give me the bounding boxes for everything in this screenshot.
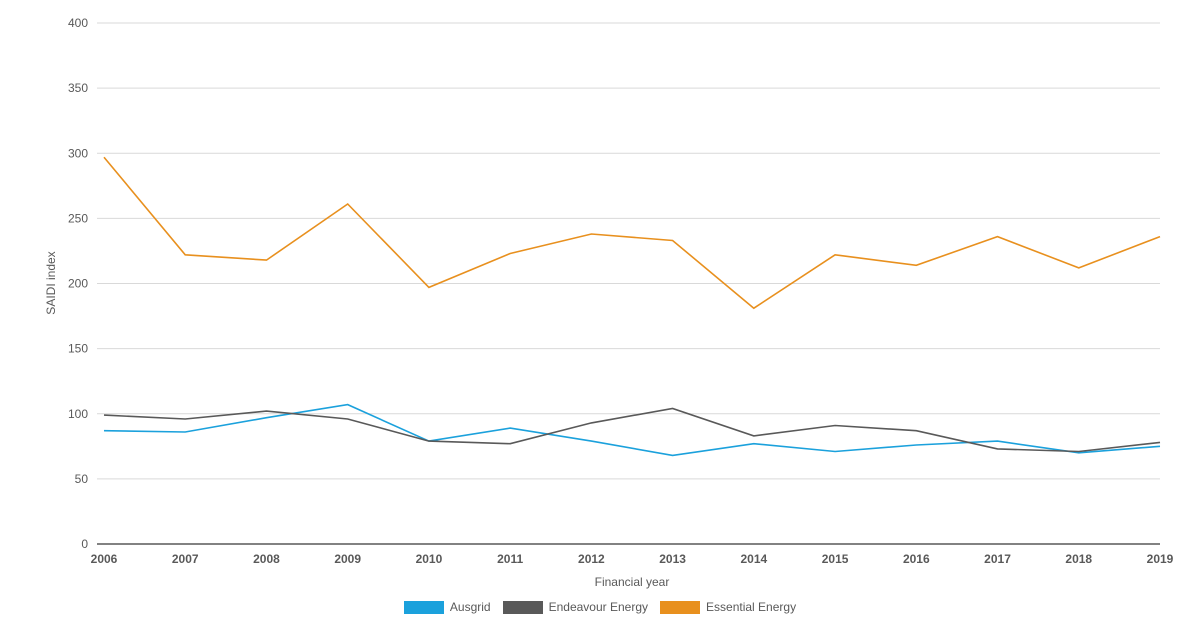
y-tick-label: 50 [75,472,89,486]
x-tick-label: 2017 [984,552,1011,566]
x-tick-label: 2019 [1147,552,1174,566]
y-tick-label: 300 [68,146,88,160]
legend-label: Endeavour Energy [548,600,649,614]
x-tick-label: 2010 [416,552,443,566]
x-tick-label: 2011 [497,552,523,566]
series-lines [103,156,1161,457]
legend-item: Endeavour Energy [502,600,649,614]
y-axis-label: SAIDI index [44,251,58,314]
legend: Ausgrid Endeavour Energy Essential Energy [0,600,1200,614]
y-tick-label: 100 [68,407,88,421]
x-tick-label: 2015 [822,552,849,566]
gridlines [97,22,1160,480]
x-tick-label: 2006 [91,552,118,566]
x-tick-label: 2009 [334,552,361,566]
series-line-ausgrid [103,403,1161,457]
y-tick-label: 350 [68,81,88,95]
x-axis-label: Financial year [595,575,670,589]
y-tick-label: 200 [68,277,88,291]
legend-label: Ausgrid [449,600,491,614]
series-line-endeavour-energy [103,407,1161,453]
x-tick-label: 2014 [740,552,767,566]
x-axis-ticks: 2006 2007 2008 2009 2010 2011 2012 2013 2014 2015… [91,552,1174,566]
y-tick-label: 400 [68,16,88,30]
x-tick-label: 2013 [659,552,686,566]
legend-swatch [403,600,444,614]
legend-item: Ausgrid [403,600,491,614]
legend-swatch [502,600,543,614]
x-tick-label: 2008 [253,552,280,566]
legend-swatch [660,600,701,614]
legend-label: Essential Energy [706,600,797,614]
y-tick-label: 0 [81,537,88,551]
x-tick-label: 2012 [578,552,605,566]
y-axis-ticks: 0 50 100 150 200 250 300 350 400 [68,16,88,551]
x-tick-label: 2018 [1065,552,1092,566]
y-tick-label: 250 [68,211,88,225]
y-tick-label: 150 [68,342,88,356]
x-tick-label: 2016 [903,552,930,566]
series-line-essential-energy [103,156,1161,310]
legend-item: Essential Energy [660,600,796,614]
x-tick-label: 2007 [172,552,199,566]
